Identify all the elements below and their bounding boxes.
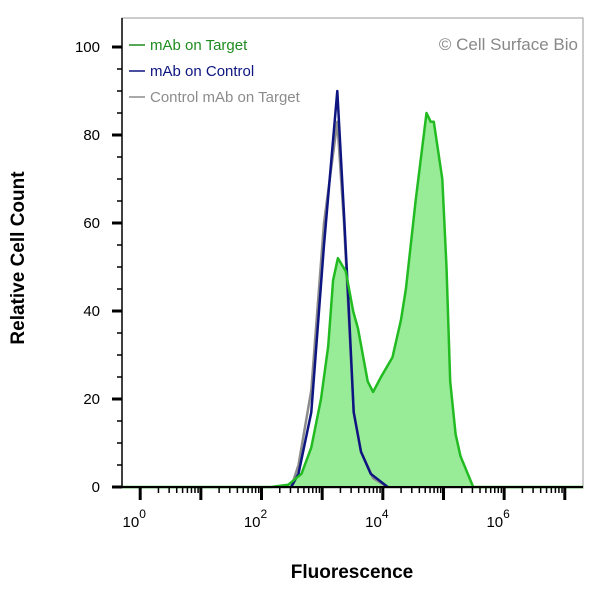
legend: mAb on Target mAb on Control Control mAb o… xyxy=(129,37,301,106)
y-tick-label: 40 xyxy=(83,303,100,320)
series-line-mab-on-control xyxy=(290,89,389,488)
x-tick-label: 102 xyxy=(244,507,268,531)
y-axis-title: Relative Cell Count xyxy=(8,171,29,345)
legend-label: Control mAb on Target xyxy=(150,89,301,106)
y-tick-label: 100 xyxy=(75,39,100,56)
x-axis-title: Fluorescence xyxy=(291,562,414,583)
x-tick-label: 106 xyxy=(486,507,510,531)
series-line-mab-on-target xyxy=(122,111,583,489)
legend-label: mAb on Target xyxy=(150,37,248,54)
axes: 0 20 40 60 80 100 100 102 104 106 xyxy=(75,18,583,531)
y-tick-label: 20 xyxy=(83,391,100,408)
x-tick-label: 104 xyxy=(365,507,389,531)
y-tick-label: 60 xyxy=(83,215,100,232)
series-layer xyxy=(122,89,583,489)
legend-label: mAb on Control xyxy=(150,63,254,80)
x-tick-label: 100 xyxy=(123,507,147,531)
series-fill-mab-on-target xyxy=(122,113,583,487)
y-tick-label: 0 xyxy=(92,479,100,496)
y-tick-label: 80 xyxy=(83,127,100,144)
watermark: © Cell Surface Bio xyxy=(439,35,578,54)
